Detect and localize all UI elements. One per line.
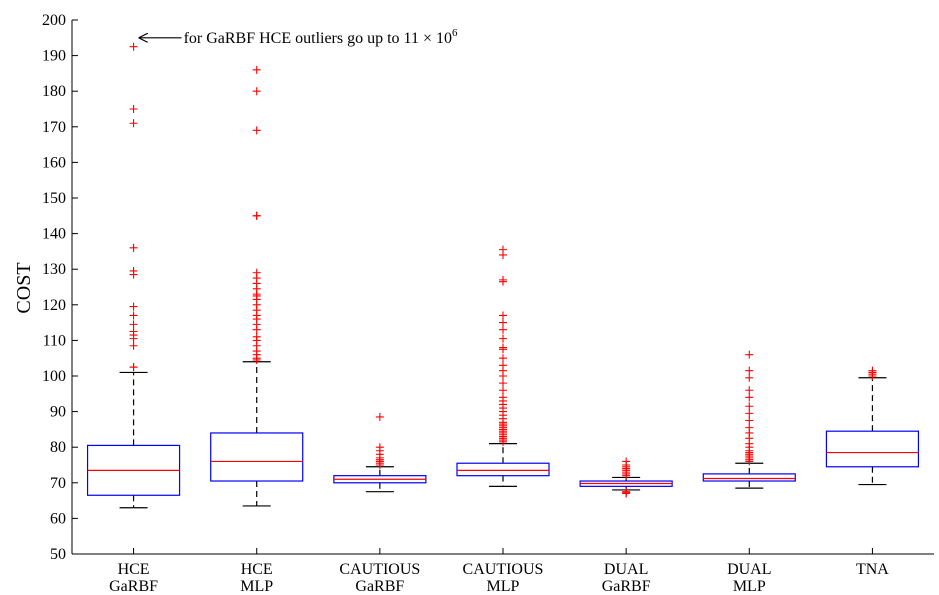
- y-axis-ticks: 50 60 70 80 90 100 110 120 130 140 150 160 170 180 190…: [42, 12, 78, 563]
- outlier-point: [745, 393, 754, 402]
- outlier-point: [129, 363, 138, 372]
- category-label-line2: GaRBF: [109, 578, 158, 595]
- box-group: [456, 245, 550, 487]
- box-group: [86, 42, 181, 509]
- outlier-point: [375, 412, 384, 421]
- outlier-point: [499, 393, 507, 402]
- outlier-point: [129, 302, 138, 311]
- y-tick-label: 80: [50, 439, 66, 456]
- outlier-point: [499, 334, 507, 343]
- annotation-text: for GaRBF HCE outliers go up to 11 × 106: [184, 27, 458, 47]
- outlier-point: [129, 341, 138, 350]
- y-tick-label: 200: [42, 12, 66, 29]
- outlier-point: [252, 126, 261, 135]
- y-tick-label: 100: [42, 368, 66, 385]
- y-tick-label: 50: [50, 546, 66, 563]
- iqr-box: [825, 430, 920, 468]
- outlier-point: [252, 268, 261, 277]
- outlier-point: [252, 211, 261, 220]
- outlier-point: [622, 487, 631, 496]
- y-axis-title: COST: [13, 262, 35, 313]
- category-label-line1: TNA: [856, 561, 889, 578]
- outlier-point: [499, 311, 507, 320]
- x-category-labels: HCEGaRBFHCEMLPCAUTIOUSGaRBFCAUTIOUSMLPDU…: [109, 548, 889, 595]
- y-tick-label: 120: [42, 297, 66, 314]
- category-label-line2: GaRBF: [602, 578, 651, 595]
- outlier-point: [252, 332, 261, 341]
- category-label-line1: CAUTIOUS: [463, 561, 544, 578]
- outlier-point: [499, 379, 507, 388]
- outlier-point: [129, 105, 138, 113]
- outlier-point: [499, 361, 507, 370]
- outlier-point: [499, 275, 507, 284]
- category-label-line1: HCE: [118, 561, 150, 578]
- y-tick-label: 150: [42, 190, 66, 207]
- outlier-point: [745, 423, 754, 432]
- box-group: [579, 457, 673, 498]
- y-tick-label: 140: [42, 226, 66, 243]
- outlier-point: [745, 386, 754, 395]
- outlier-point: [745, 366, 754, 375]
- outlier-point: [745, 350, 754, 359]
- y-tick-label: 180: [42, 83, 66, 100]
- iqr-box: [210, 432, 304, 482]
- outlier-point: [375, 443, 384, 452]
- outlier-point: [129, 42, 138, 51]
- outlier-point: [499, 343, 507, 352]
- outlier-point: [499, 354, 507, 363]
- category-label-line1: CAUTIOUS: [339, 561, 420, 578]
- outlier-point: [745, 416, 754, 425]
- y-tick-label: 130: [42, 261, 66, 278]
- y-tick-label: 190: [42, 48, 66, 65]
- category-label-line1: DUAL: [604, 561, 648, 578]
- category-label-line2: MLP: [487, 578, 520, 595]
- y-tick-label: 60: [50, 510, 66, 527]
- outlier-point: [129, 243, 138, 252]
- category-label-line1: DUAL: [727, 561, 771, 578]
- outlier-point: [499, 245, 507, 254]
- outlier-point: [252, 65, 261, 74]
- annotation-text-superscript: 6: [452, 27, 458, 39]
- outlier-point: [868, 366, 877, 375]
- category-label-line1: HCE: [241, 561, 273, 578]
- axes: [71, 20, 934, 555]
- outlier-point: [252, 87, 261, 96]
- outlier-point: [745, 409, 754, 418]
- category-label-line2: GaRBF: [355, 578, 404, 595]
- y-tick-label: 70: [50, 475, 66, 492]
- category-label-line2: MLP: [733, 578, 766, 595]
- box-series: [86, 42, 920, 509]
- outlier-point: [129, 119, 138, 128]
- annotation-text-main: for GaRBF HCE outliers go up to 11 × 10: [184, 30, 452, 47]
- iqr-box: [456, 462, 550, 477]
- outlier-point: [499, 318, 507, 327]
- outlier-point: [745, 373, 754, 382]
- outlier-point: [129, 327, 138, 336]
- iqr-box: [702, 473, 796, 482]
- y-tick-label: 170: [42, 119, 66, 136]
- y-tick-label: 110: [43, 332, 66, 349]
- y-tick-label: 160: [42, 154, 66, 171]
- outlier-point: [129, 311, 138, 320]
- outlier-point: [499, 386, 507, 395]
- category-label-line2: MLP: [240, 578, 273, 595]
- box-group: [702, 350, 796, 489]
- outlier-point: [129, 320, 138, 329]
- outlier-annotation: for GaRBF HCE outliers go up to 11 × 106: [140, 27, 458, 47]
- box-group: [333, 412, 427, 493]
- outlier-point: [745, 402, 754, 411]
- box-group: [210, 65, 304, 507]
- outlier-point: [499, 325, 507, 334]
- y-tick-label: 90: [50, 404, 66, 421]
- outlier-point: [129, 266, 138, 275]
- box-group: [825, 366, 920, 486]
- outlier-point: [622, 457, 631, 466]
